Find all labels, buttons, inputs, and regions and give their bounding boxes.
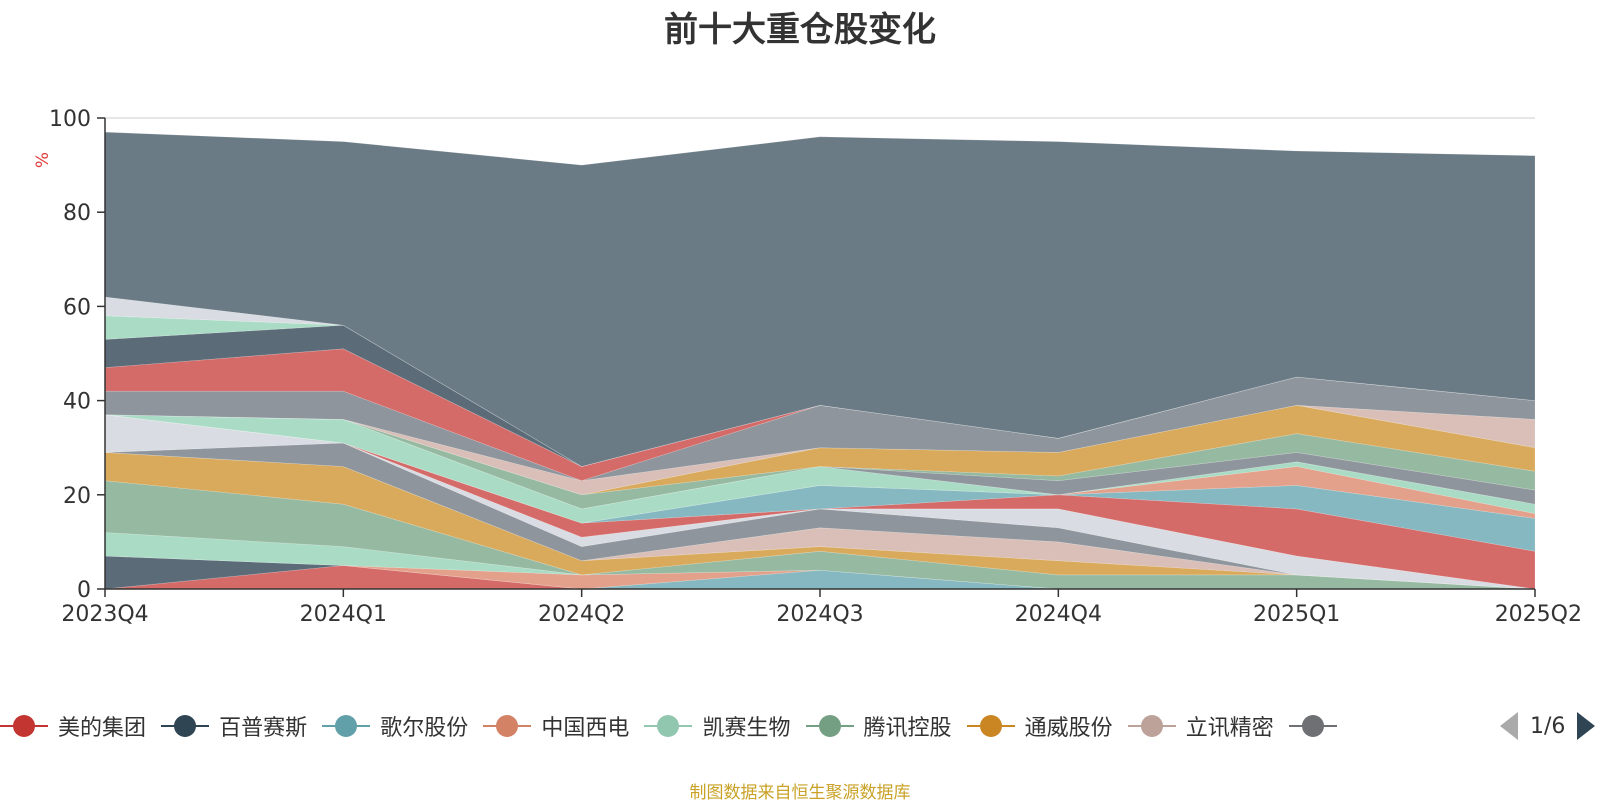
x-tick-label: 2025Q2 <box>1495 602 1582 627</box>
legend-item-tongwei[interactable]: 通威股份 <box>966 708 1113 744</box>
legend-label: 立讯精密 <box>1185 716 1274 741</box>
area-series-15 <box>104 414 1536 510</box>
legend-item-truncated[interactable] <box>1288 708 1347 744</box>
legend-prev-page-icon[interactable] <box>1500 712 1518 740</box>
x-tick-label: 2024Q4 <box>1015 602 1102 627</box>
legend-marker <box>483 708 532 744</box>
legend-label: 美的集团 <box>58 716 147 741</box>
area-series-18 <box>104 376 1536 482</box>
y-tick-label: 60 <box>63 295 91 320</box>
legend-marker <box>644 708 693 744</box>
area-series-14 <box>104 414 1536 510</box>
legend-item-geer[interactable]: 歌尔股份 <box>322 708 468 744</box>
legend-item-kaisai[interactable]: 凯赛生物 <box>644 708 790 744</box>
x-tick-label: 2023Q4 <box>61 602 148 627</box>
data-source-note: 制图数据来自恒生聚源数据库 <box>689 783 911 803</box>
area-series-10 <box>104 414 1536 590</box>
legend-page-indicator: 1/6 <box>1530 713 1566 739</box>
x-tick-label: 2025Q1 <box>1253 602 1340 627</box>
legend-item-zhongguoxidian[interactable]: 中国西电 <box>483 708 629 744</box>
legend-pager: 1/6 <box>1500 708 1596 744</box>
area-series-13 <box>104 414 1536 524</box>
area-series-16 <box>104 404 1536 496</box>
chart-title: 前十大重仓股变化 <box>664 10 936 50</box>
area-series-12 <box>104 414 1536 524</box>
legend-label: 中国西电 <box>541 716 630 741</box>
legend-marker <box>322 708 371 744</box>
legend-marker <box>0 708 48 744</box>
axis-ticks: 0 20 40 60 80 100 2023Q4 2024Q1 2024Q2 2024Q3 2024… <box>49 107 1582 627</box>
legend-item-baipusaisi[interactable]: 百普赛斯 <box>161 708 307 744</box>
legend-marker <box>161 708 210 744</box>
x-tick-label: 2024Q3 <box>776 602 863 627</box>
legend-label: 凯赛生物 <box>702 716 791 741</box>
legend-marker <box>1127 708 1176 744</box>
legend-next-page-icon[interactable] <box>1577 712 1596 740</box>
legend-item-meidi[interactable]: 美的集团 <box>0 708 146 744</box>
legend-marker <box>805 708 854 744</box>
legend-label: 腾讯控股 <box>863 716 952 741</box>
legend-label: 通威股份 <box>1024 716 1113 741</box>
legend-marker <box>966 708 1015 744</box>
area-series <box>104 131 1536 590</box>
legend-item-tengxun[interactable]: 腾讯控股 <box>805 708 952 744</box>
y-tick-label: 20 <box>63 484 91 509</box>
area-series-23 <box>104 131 1536 467</box>
y-tick-label: 100 <box>49 107 91 132</box>
legend-marker <box>1288 708 1337 744</box>
legend-item-lixun[interactable]: 立讯精密 <box>1127 708 1274 744</box>
y-tick-label: 40 <box>63 390 91 415</box>
area-series-11 <box>104 414 1536 552</box>
y-tick-label: 80 <box>63 201 91 226</box>
y-tick-label: 0 <box>77 578 91 603</box>
legend: 美的集团 百普赛斯 歌尔股份 中国西电 凯赛生物 腾讯控股 通威股份 立讯精密 <box>0 708 1480 744</box>
legend-label: 歌尔股份 <box>380 716 469 741</box>
y-axis-unit-label: % <box>33 152 53 168</box>
x-tick-label: 2024Q2 <box>538 602 625 627</box>
legend-label: 百普赛斯 <box>219 716 308 741</box>
x-tick-label: 2024Q1 <box>300 602 387 627</box>
